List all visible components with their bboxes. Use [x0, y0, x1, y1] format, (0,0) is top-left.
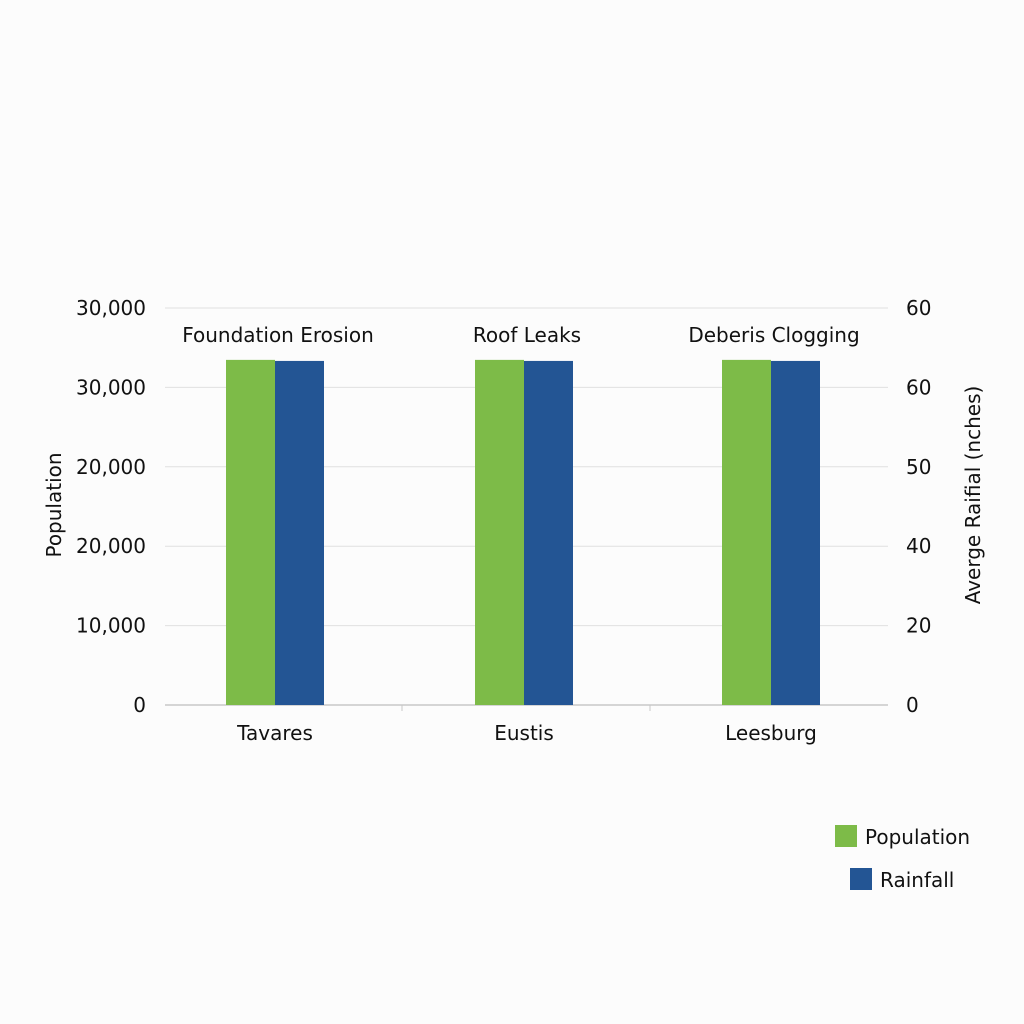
legend-swatch	[850, 868, 872, 890]
right-tick-label: 0	[906, 693, 919, 717]
group-label: Roof Leaks	[473, 323, 581, 347]
left-tick-label: 30,000	[76, 296, 146, 320]
group-label: Foundation Erosion	[182, 323, 374, 347]
bar-rainfall	[275, 360, 324, 705]
bar-rainfall	[524, 360, 573, 705]
bar-population	[475, 359, 524, 705]
right-tick-label: 60	[906, 375, 931, 399]
left-tick-label: 20,000	[76, 455, 146, 479]
right-tick-label: 50	[906, 455, 931, 479]
right-tick-label: 60	[906, 296, 931, 320]
legend-label: Population	[865, 825, 970, 849]
category-label: Eustis	[494, 721, 554, 745]
left-tick-label: 20,000	[76, 534, 146, 558]
right-axis-label: Averge Raifial (nches)	[961, 386, 985, 605]
group-label: Deberis Clogging	[688, 323, 859, 347]
left-tick-label: 30,000	[76, 375, 146, 399]
legend-label: Rainfall	[880, 868, 954, 892]
category-label: Leesburg	[725, 721, 817, 745]
right-tick-label: 40	[906, 534, 931, 558]
bar-population	[722, 359, 771, 705]
category-label: Tavares	[236, 721, 313, 745]
legend-swatch	[835, 825, 857, 847]
bar-population	[226, 359, 275, 705]
left-tick-label: 0	[133, 693, 146, 717]
bar-rainfall	[771, 360, 820, 705]
left-axis-label: Population	[42, 452, 66, 557]
left-tick-label: 10,000	[76, 614, 146, 638]
right-tick-label: 20	[906, 614, 931, 638]
